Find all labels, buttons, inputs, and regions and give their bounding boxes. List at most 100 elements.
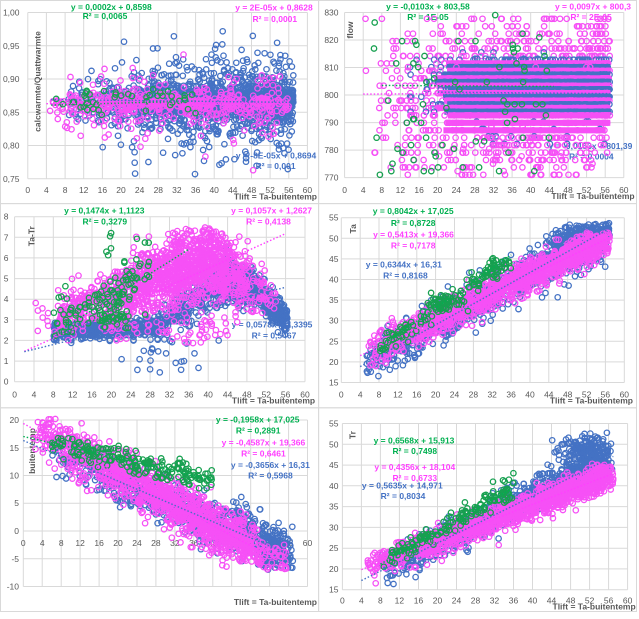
svg-text:0,85: 0,85 [3, 107, 20, 117]
svg-text:R² = 2E-05: R² = 2E-05 [570, 12, 612, 22]
svg-text:20: 20 [329, 564, 339, 574]
svg-text:R² = 0,0004: R² = 0,0004 [569, 151, 614, 161]
svg-text:R² = 1E-05: R² = 1E-05 [407, 12, 449, 22]
svg-text:16: 16 [414, 185, 424, 195]
svg-text:R² = 0,001: R² = 0,001 [256, 161, 296, 171]
svg-text:8: 8 [4, 212, 9, 222]
svg-text:0,90: 0,90 [3, 74, 20, 84]
svg-text:4: 4 [40, 538, 45, 548]
svg-text:y = -0,4587x + 19,366: y = -0,4587x + 19,366 [222, 437, 306, 447]
svg-text:flow: flow [345, 21, 355, 38]
svg-text:48: 48 [246, 538, 256, 548]
svg-text:R² = 0,2891: R² = 0,2891 [236, 426, 281, 436]
svg-text:0,80: 0,80 [3, 141, 20, 151]
svg-text:2: 2 [4, 335, 9, 345]
svg-text:60: 60 [303, 185, 313, 195]
svg-text:32: 32 [489, 185, 499, 195]
svg-text:4: 4 [4, 294, 9, 304]
svg-text:40: 40 [203, 390, 213, 400]
svg-text:buitentemp: buitentemp [27, 428, 37, 474]
svg-text:R² = 0,7498: R² = 0,7498 [392, 446, 437, 456]
svg-text:y = 0,6568x + 15,913: y = 0,6568x + 15,913 [374, 435, 455, 445]
svg-text:28: 28 [471, 595, 481, 605]
svg-text:52: 52 [265, 185, 275, 195]
svg-text:y = -0,3656x + 16,31: y = -0,3656x + 16,31 [231, 460, 310, 470]
svg-text:32: 32 [490, 595, 500, 605]
svg-text:24: 24 [452, 595, 462, 605]
svg-text:16: 16 [94, 538, 104, 548]
svg-text:4: 4 [44, 185, 49, 195]
svg-text:770: 770 [324, 173, 338, 183]
svg-text:45: 45 [329, 460, 339, 470]
svg-text:40: 40 [528, 595, 538, 605]
svg-text:8: 8 [377, 390, 382, 400]
svg-text:R² = 0,6461: R² = 0,6461 [241, 449, 286, 459]
svg-text:12: 12 [68, 390, 78, 400]
svg-text:56: 56 [604, 595, 614, 605]
svg-text:25: 25 [329, 336, 339, 346]
svg-text:36: 36 [509, 595, 519, 605]
svg-text:790: 790 [324, 118, 338, 128]
svg-text:60: 60 [620, 390, 630, 400]
svg-text:y = 0,0097x + 800,3: y = 0,0097x + 800,3 [555, 1, 631, 11]
svg-text:24: 24 [126, 390, 136, 400]
svg-text:Tlift = Ta-buitentemp: Tlift = Ta-buitentemp [551, 191, 634, 201]
svg-text:1: 1 [4, 356, 9, 366]
svg-text:52: 52 [582, 390, 592, 400]
svg-text:44: 44 [547, 595, 557, 605]
svg-text:y = 0,6344x + 16,31: y = 0,6344x + 16,31 [366, 260, 442, 270]
svg-text:-5: -5 [11, 554, 19, 564]
svg-text:Tlift = Ta-buitentemp: Tlift = Ta-buitentemp [234, 597, 317, 607]
svg-text:y = 0,0578x + 1,3395: y = 0,0578x + 1,3395 [232, 320, 313, 330]
svg-text:R² = 0,8034: R² = 0,8034 [381, 491, 426, 501]
svg-text:8: 8 [51, 390, 56, 400]
svg-text:44: 44 [228, 185, 238, 195]
svg-text:20: 20 [433, 595, 443, 605]
svg-text:R² = 0,3279: R² = 0,3279 [82, 217, 127, 227]
svg-text:0: 0 [4, 377, 9, 387]
svg-text:12: 12 [393, 390, 403, 400]
svg-text:28: 28 [469, 390, 479, 400]
svg-text:48: 48 [563, 185, 573, 195]
svg-text:32: 32 [487, 390, 497, 400]
svg-text:Tlift = Ta-buitentemp: Tlift = Ta-buitentemp [232, 395, 315, 405]
svg-text:calcwarmte/Quattwarmte: calcwarmte/Quattwarmte [33, 31, 43, 132]
svg-text:8: 8 [379, 185, 384, 195]
svg-text:56: 56 [281, 390, 291, 400]
svg-text:-10: -10 [7, 582, 20, 592]
svg-text:28: 28 [470, 185, 480, 195]
svg-text:32: 32 [170, 538, 180, 548]
svg-text:30: 30 [329, 522, 339, 532]
svg-text:56: 56 [284, 185, 294, 195]
svg-text:15: 15 [329, 378, 339, 388]
svg-text:R² = 0,8168: R² = 0,8168 [383, 270, 428, 280]
svg-text:4: 4 [32, 390, 37, 400]
svg-text:32: 32 [172, 185, 182, 195]
svg-text:y = 0,1474x + 1,1123: y = 0,1474x + 1,1123 [64, 206, 145, 216]
svg-text:5: 5 [4, 274, 9, 284]
svg-text:R² = 0,4138: R² = 0,4138 [246, 217, 291, 227]
svg-text:R² = 0,7178: R² = 0,7178 [391, 241, 436, 251]
svg-text:50: 50 [329, 233, 339, 243]
svg-text:20: 20 [107, 390, 117, 400]
svg-text:40: 40 [525, 390, 535, 400]
svg-text:12: 12 [395, 595, 405, 605]
svg-text:48: 48 [566, 595, 576, 605]
svg-text:0: 0 [12, 390, 17, 400]
svg-text:y = 0,1057x + 1,2627: y = 0,1057x + 1,2627 [231, 206, 312, 216]
svg-text:56: 56 [600, 185, 610, 195]
svg-text:5: 5 [14, 498, 19, 508]
svg-text:0,75: 0,75 [3, 174, 20, 184]
svg-text:y = -0,0153x + 801,39: y = -0,0153x + 801,39 [549, 141, 633, 151]
svg-text:0: 0 [21, 538, 26, 548]
svg-text:44: 44 [545, 185, 555, 195]
svg-text:40: 40 [208, 538, 218, 548]
svg-text:0: 0 [339, 390, 344, 400]
svg-text:4: 4 [359, 595, 364, 605]
svg-text:R² = 0,5968: R² = 0,5968 [248, 471, 293, 481]
svg-text:35: 35 [329, 502, 339, 512]
svg-text:60: 60 [300, 390, 310, 400]
svg-text:0: 0 [340, 595, 345, 605]
svg-text:45: 45 [329, 254, 339, 264]
svg-text:R² = 0,0001: R² = 0,0001 [252, 14, 297, 24]
